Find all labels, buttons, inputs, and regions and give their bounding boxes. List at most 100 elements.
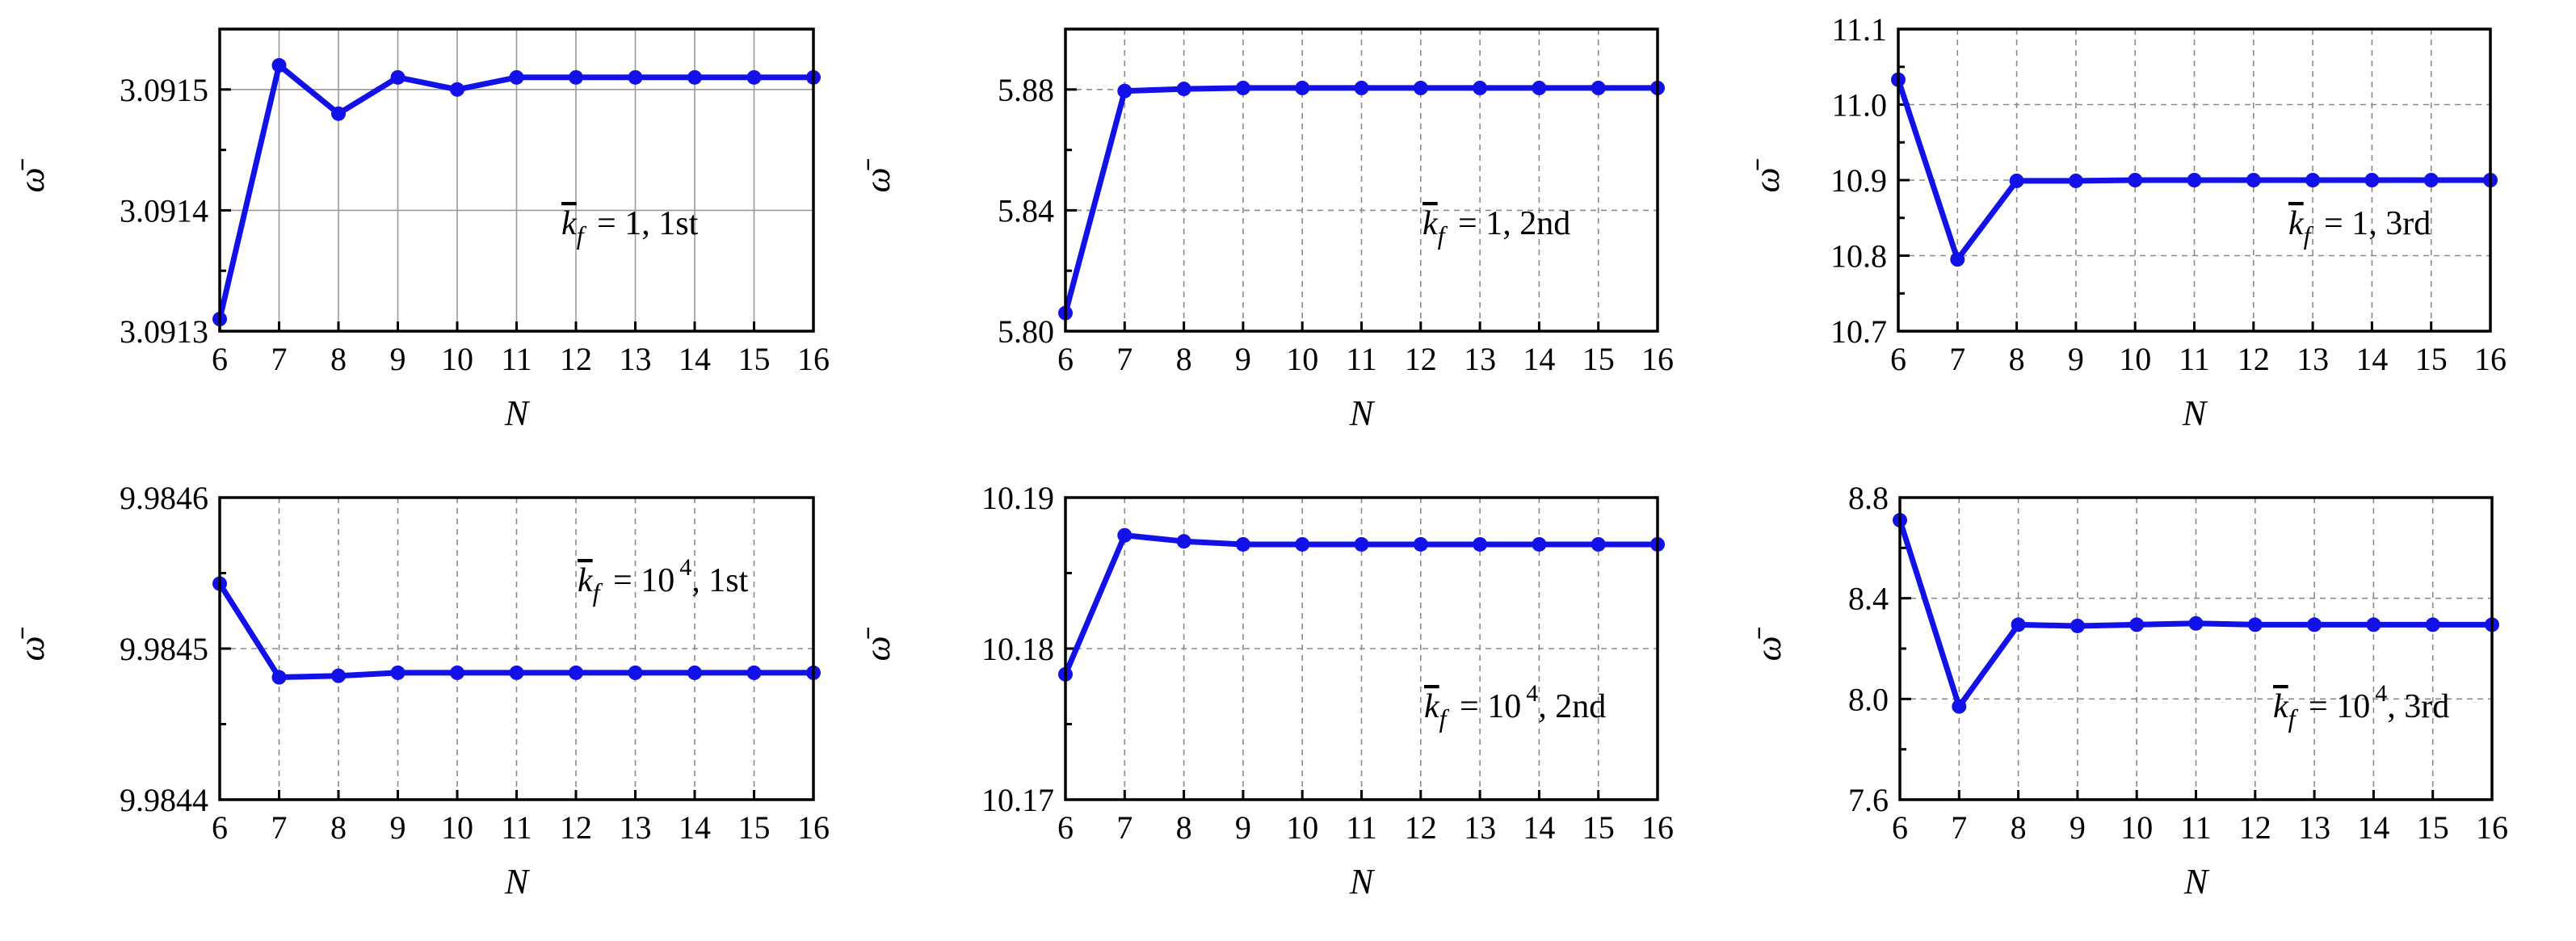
data-point	[2366, 617, 2381, 632]
annotation-exponent: 4	[1526, 680, 1538, 707]
y-tick-label: 7.6	[1848, 782, 1889, 818]
x-axis-label: N	[1349, 862, 1376, 901]
x-tick-label: 13	[1464, 809, 1496, 846]
x-tick-label: 6	[212, 809, 228, 846]
annotation-subscript: f	[2288, 704, 2299, 733]
x-tick-label: 15	[2417, 809, 2449, 846]
data-point	[1117, 527, 1133, 543]
data-point	[1176, 82, 1191, 97]
data-point	[2305, 173, 2321, 187]
y-tick-label: 11.1	[1831, 11, 1887, 48]
annotation-mode: , 1st	[641, 205, 698, 242]
x-tick-label: 10	[1286, 809, 1318, 846]
x-tick-label: 14	[679, 809, 711, 846]
x-tick-label: 6	[1057, 809, 1074, 846]
data-point	[450, 665, 464, 680]
x-axis-label: N	[2183, 862, 2210, 901]
data-point	[1117, 83, 1133, 99]
annotation-subscript: f	[1439, 704, 1450, 733]
x-tick-label: 7	[271, 809, 288, 846]
x-axis-label: N	[504, 393, 531, 433]
x-tick-label: 6	[1890, 341, 1906, 377]
grid-lines	[1900, 498, 2492, 800]
data-point	[2128, 173, 2143, 187]
x-tick-label: 11	[2179, 341, 2210, 377]
x-tick-label: 12	[2238, 341, 2270, 377]
annotation-label: kf = 1, 1st	[561, 205, 699, 250]
x-tick-label: 10	[1286, 341, 1318, 377]
y-tick-label: 8.4	[1848, 581, 1889, 617]
y-axis-label: ω̄	[1747, 158, 1787, 192]
x-tick-label: 10	[441, 809, 473, 846]
data-point	[509, 69, 524, 85]
chart-panel-3: 6 7 8 9 10 11 12 13 14 15 16 10.7 10.8 10.9 11.0 11.1 Nω…	[1747, 11, 2507, 433]
x-tick-label: 16	[2474, 341, 2507, 377]
data-point	[628, 665, 643, 680]
annotation-mode: , 2nd	[1538, 688, 1606, 725]
data-point	[390, 665, 406, 680]
annotation-k: k	[2288, 205, 2305, 242]
x-tick-label: 16	[2476, 809, 2508, 846]
y-tick-label: 10.8	[1830, 238, 1887, 275]
x-tick-label: 12	[1405, 809, 1437, 846]
y-tick-label: 3.0914	[120, 192, 208, 229]
y-axis-label: ω̄	[12, 627, 52, 661]
x-tick-label: 9	[390, 809, 406, 846]
data-point	[2425, 617, 2440, 632]
data-point	[1413, 80, 1428, 95]
annotation-subscript: f	[593, 578, 603, 607]
x-tick-label: 6	[212, 341, 228, 377]
x-tick-label: 11	[1346, 341, 1377, 377]
x-tick-label: 11	[2180, 809, 2212, 846]
data-point	[2307, 617, 2322, 632]
data-point	[2129, 617, 2145, 632]
x-tick-label: 8	[330, 809, 347, 846]
series-1	[1891, 72, 2498, 267]
x-tick-label: 13	[1464, 341, 1496, 377]
data-point	[2070, 618, 2085, 633]
annotation-exponent: 4	[679, 554, 691, 581]
x-tick-label: 15	[2415, 341, 2448, 377]
data-point	[1354, 536, 1369, 552]
x-tick-label: 7	[1949, 341, 1965, 377]
annotation-equals: = 10	[605, 562, 675, 599]
x-tick-label: 12	[560, 809, 592, 846]
chart-panel-2: 6 7 8 9 10 11 12 13 14 15 16 5.80 5.84 5.88 Nω̄ kf = 1,…	[858, 27, 1674, 433]
x-tick-label: 14	[679, 341, 711, 377]
x-axis-label: N	[2182, 393, 2208, 433]
data-point	[1176, 534, 1191, 549]
x-tick-label: 11	[501, 341, 532, 377]
plot-frame	[1064, 27, 1659, 333]
data-point	[1950, 252, 1965, 267]
x-tick-label: 8	[1176, 341, 1192, 377]
series-1	[1058, 80, 1665, 321]
data-point	[2009, 173, 2024, 188]
chart-panel-6: 6 7 8 9 10 11 12 13 14 15 16 7.6 8.0 8.4 8.8 Nω̄ kf = 10…	[1749, 480, 2508, 901]
plot-frame	[1064, 496, 1659, 801]
x-tick-label: 13	[2297, 341, 2329, 377]
y-tick-label: 8.0	[1848, 681, 1889, 717]
x-axis-label: N	[1349, 393, 1376, 433]
annotation-equals: = 10	[1452, 688, 1522, 725]
x-tick-label: 10	[2119, 341, 2151, 377]
data-point	[2423, 173, 2439, 187]
data-point	[1235, 80, 1250, 95]
x-tick-label: 9	[2070, 809, 2086, 846]
data-point	[331, 668, 346, 683]
data-point	[331, 106, 346, 121]
data-point	[390, 69, 406, 85]
annotation-equals: = 10	[2301, 688, 2371, 725]
annotation-k: k	[2273, 688, 2289, 725]
x-tick-label: 8	[2011, 809, 2027, 846]
annotation-label: kf = 10 4, 3rd	[2273, 680, 2449, 733]
data-point	[1413, 536, 1428, 552]
data-point	[1354, 80, 1369, 95]
chart-panel-4: 6 7 8 9 10 11 12 13 14 15 16 9.9844 9.9845 9.9846 Nω̄ k…	[12, 480, 830, 901]
annotation-mode: , 3rd	[2368, 205, 2431, 242]
data-point	[1591, 536, 1606, 552]
data-point	[746, 69, 762, 85]
annotation-equals: = 1	[1450, 205, 1503, 242]
annotation-k: k	[1422, 205, 1439, 242]
data-point	[569, 665, 583, 680]
x-tick-label: 16	[1641, 809, 1674, 846]
